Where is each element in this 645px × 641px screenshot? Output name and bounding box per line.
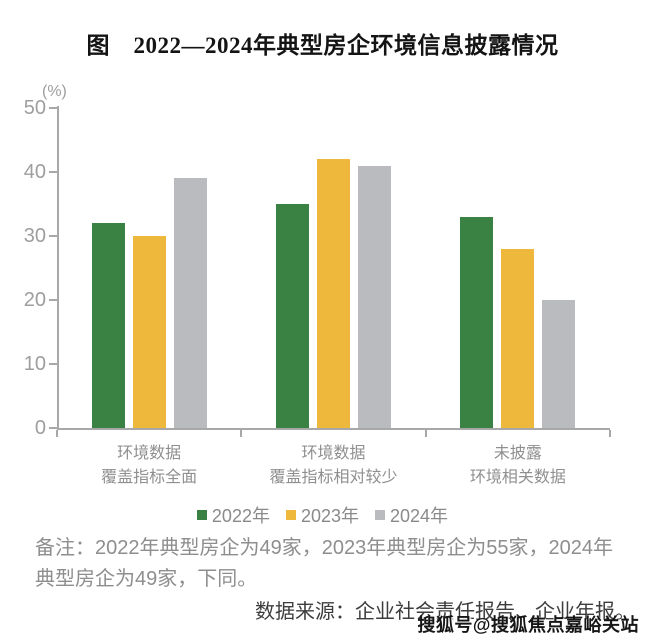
x-tick-mark — [56, 430, 58, 437]
x-category-label-line: 覆盖指标相对较少 — [269, 469, 398, 486]
x-category-label: 环境数据覆盖指标相对较少 — [269, 442, 397, 490]
legend-label: 2022年 — [211, 506, 270, 526]
y-tick-label: 50 — [23, 97, 46, 119]
y-tick-mark — [49, 171, 57, 173]
plot-area — [57, 106, 610, 430]
y-tick-mark — [49, 427, 57, 429]
data-source-text: 数据来源：企业社会责任报告、企业年报。 — [255, 601, 635, 623]
legend-item: 2023年 — [285, 502, 360, 528]
y-tick-label: 30 — [23, 225, 46, 247]
legend-swatch — [196, 510, 207, 520]
y-tick-mark — [49, 363, 57, 365]
bar-2024年-group2 — [358, 165, 391, 428]
y-axis-unit-label: (%) — [42, 83, 67, 100]
chart-title: 图 2022—2024年典型房企环境信息披露情况 — [86, 33, 559, 58]
bar-2023年-group1 — [132, 236, 166, 428]
y-tick-mark — [49, 299, 57, 301]
bar-2023年-group2 — [317, 159, 350, 428]
legend-label: 2024年 — [390, 506, 449, 526]
legend-item: 2024年 — [375, 502, 448, 528]
y-tick-label: 40 — [23, 161, 46, 183]
legend-swatch — [285, 510, 296, 520]
x-category-label-line: 环境数据 — [117, 445, 182, 462]
y-tick-label: 20 — [23, 289, 46, 311]
legend-swatch — [375, 510, 386, 520]
y-tick-label: 10 — [23, 353, 46, 375]
note-text: 备注：2022年典型房企为49家，2023年典型房企为55家，2024年典型房企… — [35, 537, 613, 590]
x-category-label: 环境数据覆盖指标全面 — [101, 442, 197, 490]
bar-2024年-group3 — [542, 300, 576, 428]
x-tick-mark — [240, 430, 243, 437]
y-tick-mark — [49, 235, 57, 237]
y-tick-mark — [49, 107, 57, 109]
watermark: 搜狐号@搜狐焦点嘉峪关站 — [417, 615, 639, 635]
bar-2022年-group1 — [91, 223, 125, 428]
bar-2023年-group3 — [501, 248, 535, 428]
legend-label: 2023年 — [300, 506, 360, 526]
x-category-label: 未披露 环境相关数据 — [470, 442, 566, 490]
x-category-label-line: 环境数据 — [301, 445, 366, 462]
x-category-label-line: 环境相关数据 — [469, 469, 566, 486]
legend: 2022年 2023年 2024年 — [0, 502, 645, 528]
x-tick-mark — [424, 430, 427, 437]
legend-item: 2022年 — [196, 502, 270, 528]
bar-2022年-group2 — [276, 204, 309, 428]
x-category-label-line: 未披露 — [493, 445, 542, 462]
x-tick-mark — [609, 430, 611, 437]
bar-2024年-group1 — [173, 178, 207, 428]
x-category-label-line: 覆盖指标全面 — [101, 469, 198, 486]
y-tick-label: 0 — [34, 417, 46, 439]
bar-2022年-group3 — [460, 216, 494, 428]
